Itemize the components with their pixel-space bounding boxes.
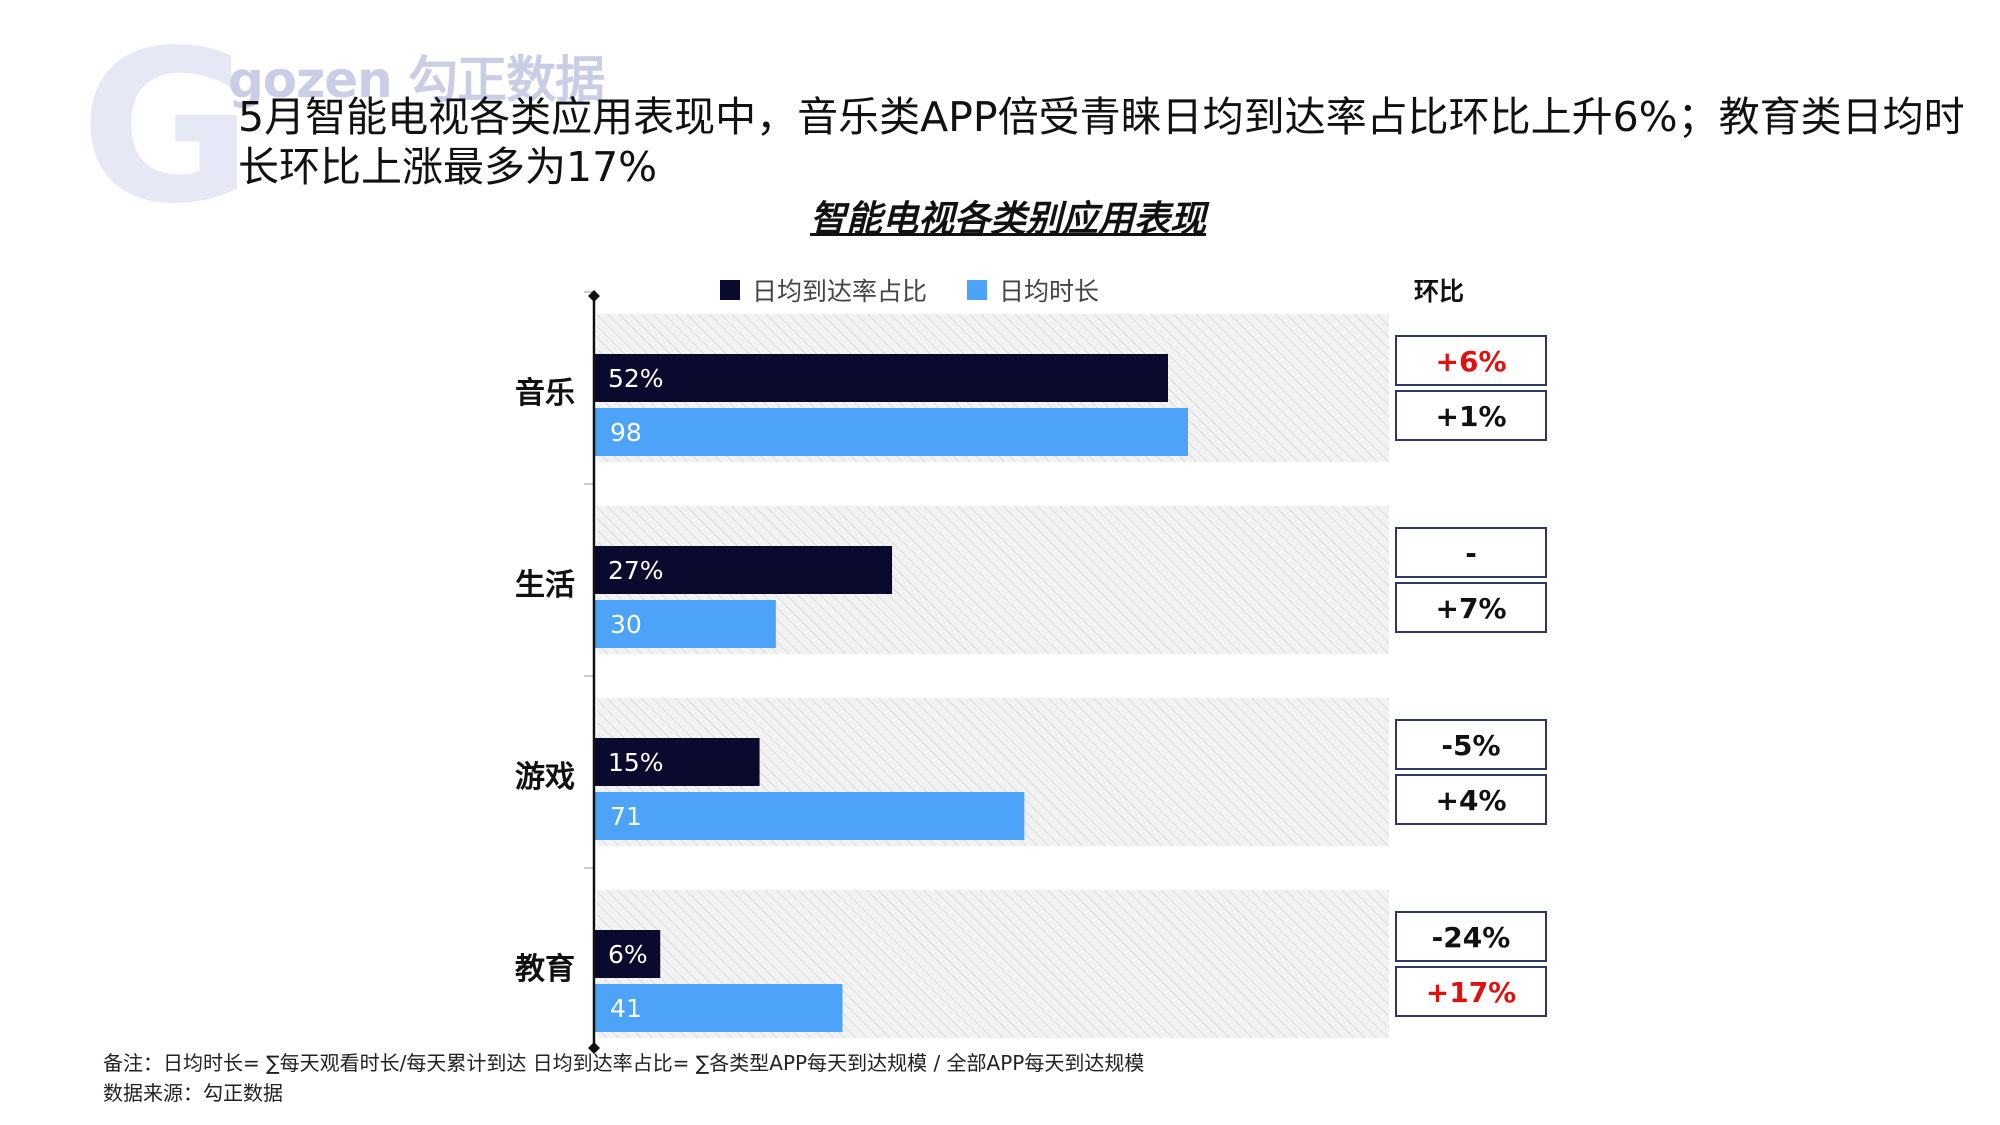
bar-label-duration: 98 <box>610 418 642 447</box>
legend-swatch-duration <box>967 280 988 300</box>
category-label: 教育 <box>515 952 575 987</box>
bar-duration-游戏 <box>594 792 1025 840</box>
category-label: 生活 <box>515 568 575 603</box>
category-label: 音乐 <box>515 376 575 411</box>
bar-duration-教育 <box>594 984 843 1032</box>
comparison-value-duration: +17% <box>1426 976 1516 1009</box>
legend-item-duration: 日均时长 <box>967 272 1099 308</box>
bar-reach-游戏 <box>594 738 760 786</box>
comparison-box-duration <box>1395 390 1547 441</box>
brand-logo: gozen 勾正数据 <box>228 51 605 109</box>
category-label: 游戏 <box>515 760 575 795</box>
comparison-value-reach: -5% <box>1441 729 1500 762</box>
legend-label-reach: 日均到达率占比 <box>752 277 928 306</box>
legend-label-duration: 日均时长 <box>999 277 1100 306</box>
comparison-box-duration <box>1395 774 1547 825</box>
bar-reach-生活 <box>594 546 893 594</box>
bar-label-duration: 30 <box>610 610 642 639</box>
bar-label-duration: 71 <box>610 802 642 831</box>
comparison-box-reach <box>1395 335 1547 386</box>
comparison-value-reach: - <box>1465 537 1477 570</box>
comparison-value-reach: -24% <box>1432 921 1511 954</box>
comparison-value-duration: +4% <box>1436 784 1507 817</box>
chart-title: 智能电视各类别应用表现 <box>810 199 1207 240</box>
footnote: 备注：日均时长= ∑每天观看时长/每天累计到达 日均到达率占比= ∑各类型APP… <box>103 1048 1144 1108</box>
footnote-source: 数据来源：勾正数据 <box>103 1081 283 1105</box>
axis-marker-top <box>588 290 600 302</box>
chart-legend: 日均到达率占比 日均时长 <box>720 272 1125 308</box>
comparison-box-reach <box>1395 719 1547 770</box>
bar-label-reach: 6% <box>608 940 648 969</box>
bar-label-duration: 41 <box>610 994 642 1023</box>
legend-swatch-reach <box>720 280 740 300</box>
footnote-note: 备注：日均时长= ∑每天观看时长/每天累计到达 日均到达率占比= ∑各类型APP… <box>103 1051 1145 1075</box>
legend-item-reach: 日均到达率占比 <box>720 272 927 308</box>
comparison-box-reach <box>1395 911 1547 962</box>
bar-duration-生活 <box>594 600 776 648</box>
comparison-box-duration <box>1395 582 1547 633</box>
bar-reach-音乐 <box>594 354 1168 402</box>
comparison-header: 环比 <box>1414 277 1465 306</box>
watermark-g: G <box>80 5 252 250</box>
comparison-value-duration: +1% <box>1436 400 1507 433</box>
page-headline: 5月智能电视各类应用表现中，音乐类APP倍受青睐日均到达率占比环比上升6%；教育… <box>238 93 1965 191</box>
comparison-box-duration <box>1395 966 1547 1017</box>
axis-marker-bottom <box>588 1042 600 1054</box>
comparison-value-reach: +6% <box>1436 345 1507 378</box>
bar-label-reach: 27% <box>608 556 664 585</box>
bar-label-reach: 52% <box>608 364 664 393</box>
comparison-box-reach <box>1395 527 1547 578</box>
bar-reach-教育 <box>594 930 661 978</box>
comparison-value-duration: +7% <box>1436 592 1507 625</box>
bar-label-reach: 15% <box>608 748 664 777</box>
bar-duration-音乐 <box>594 408 1188 456</box>
